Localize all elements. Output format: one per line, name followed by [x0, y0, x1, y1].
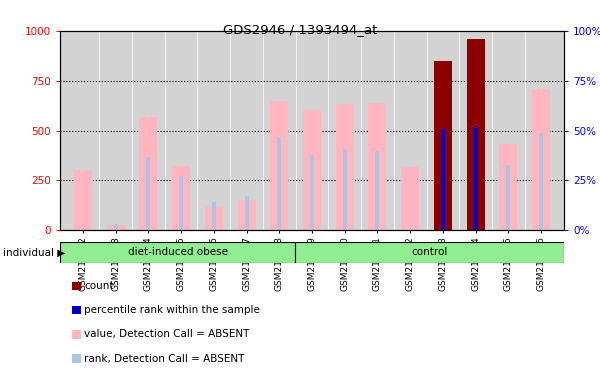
Bar [139, 117, 157, 230]
Bar [270, 101, 288, 230]
Bar [376, 151, 379, 230]
Bar [401, 167, 419, 230]
Bar [205, 207, 223, 230]
Text: count: count [84, 281, 113, 291]
Bar [113, 224, 118, 230]
Text: control: control [412, 247, 448, 258]
Text: GDS2946 / 1393494_at: GDS2946 / 1393494_at [223, 23, 377, 36]
Bar [336, 104, 354, 230]
Bar [60, 242, 295, 263]
Bar [146, 157, 151, 230]
Bar [506, 164, 511, 230]
Bar [310, 154, 314, 230]
Text: diet-induced obese: diet-induced obese [128, 247, 227, 258]
Text: rank, Detection Call = ABSENT: rank, Detection Call = ABSENT [84, 354, 244, 364]
Bar [303, 109, 321, 230]
Bar [212, 202, 216, 230]
Bar [368, 103, 386, 230]
Bar [434, 61, 452, 230]
Bar [467, 39, 485, 230]
Bar [74, 170, 92, 230]
Text: value, Detection Call = ABSENT: value, Detection Call = ABSENT [84, 329, 249, 339]
Bar [343, 149, 347, 230]
Bar [245, 197, 248, 230]
Bar [441, 129, 445, 230]
Bar [532, 89, 550, 230]
Text: individual ▶: individual ▶ [3, 248, 65, 258]
Bar [172, 166, 190, 230]
Bar [238, 200, 256, 230]
Bar [179, 177, 183, 230]
Bar [499, 144, 517, 230]
Bar [295, 242, 564, 263]
Bar [107, 225, 125, 230]
Bar [473, 127, 478, 230]
Text: percentile rank within the sample: percentile rank within the sample [84, 305, 260, 315]
Bar [539, 132, 543, 230]
Bar [277, 137, 281, 230]
